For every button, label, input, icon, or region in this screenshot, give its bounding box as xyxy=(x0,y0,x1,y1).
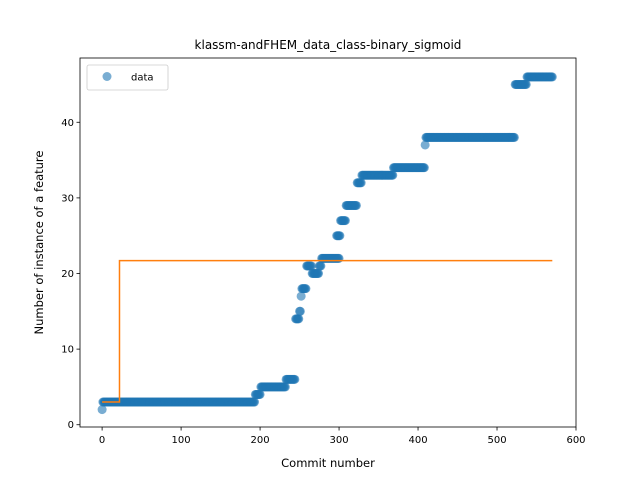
y-tick-label: 40 xyxy=(61,118,74,129)
data-point xyxy=(314,269,324,278)
data-point xyxy=(388,170,398,180)
legend-marker-data xyxy=(102,72,112,81)
x-tick-label: 500 xyxy=(487,435,506,446)
data-point xyxy=(295,306,305,316)
legend: data xyxy=(86,64,169,91)
x-tick-label: 300 xyxy=(330,435,349,446)
data-point xyxy=(334,253,344,263)
x-tick-label: 200 xyxy=(251,435,270,446)
y-tick-label: 0 xyxy=(68,420,74,431)
data-point xyxy=(296,291,306,301)
data-point xyxy=(419,163,429,173)
x-axis: 0 100 200 300 400 500 600 xyxy=(99,427,586,446)
data-point xyxy=(335,231,345,241)
y-axis-label: Number of instance of a feature xyxy=(32,151,46,335)
x-tick-label: 0 xyxy=(99,435,105,446)
data-point xyxy=(356,178,366,188)
data-point xyxy=(351,200,361,210)
chart-title: klassm-andFHEM_data_class-binary_sigmoid xyxy=(195,38,462,52)
x-tick-label: 400 xyxy=(408,435,427,446)
legend-label-data: data xyxy=(131,73,154,84)
x-tick-label: 100 xyxy=(172,435,191,446)
y-axis: 0 10 20 30 40 xyxy=(61,118,80,431)
y-tick-label: 30 xyxy=(61,193,74,204)
data-point xyxy=(509,132,519,142)
y-tick-label: 10 xyxy=(61,345,74,356)
plot-marks xyxy=(97,72,557,415)
data-point xyxy=(547,72,557,82)
data-point xyxy=(97,405,107,415)
data-point xyxy=(521,79,531,89)
data-point xyxy=(420,140,430,150)
fit-line xyxy=(102,259,553,403)
x-axis-label: Commit number xyxy=(281,456,375,470)
x-tick-label: 600 xyxy=(566,435,585,446)
data-point xyxy=(340,216,350,226)
data-point xyxy=(306,261,316,271)
data-point xyxy=(250,397,260,407)
data-point xyxy=(290,374,300,384)
plot-frame xyxy=(79,57,577,428)
data-point xyxy=(255,389,265,399)
y-tick-label: 20 xyxy=(61,269,74,280)
data-point xyxy=(301,284,311,294)
data-point xyxy=(294,314,304,324)
data-point xyxy=(316,261,326,271)
legend-box xyxy=(86,64,169,91)
data-point xyxy=(280,382,290,392)
